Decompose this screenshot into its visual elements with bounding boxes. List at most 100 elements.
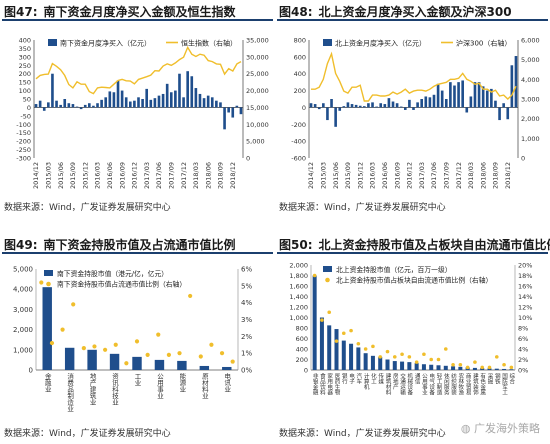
x-tick-label: 2018/06	[204, 162, 212, 189]
bar	[132, 356, 142, 370]
y-tick-label-left: 0	[302, 104, 306, 112]
source-note: 数据来源：Wind，广发证券发展研究中心	[4, 429, 171, 439]
y-tick-label-left: 0	[304, 367, 308, 375]
figure-50: 图50: 北上资金持股市值及占板块自由流通市值比例 0 200 400 600 800 1,…	[275, 222, 550, 444]
bar	[469, 96, 473, 108]
category-label: 原材料业	[200, 373, 208, 400]
scatter-point	[422, 352, 426, 357]
bar	[223, 107, 226, 130]
bar	[199, 365, 210, 370]
y-tick-label-left: 0	[29, 367, 33, 375]
y-tick-label-right: 0	[246, 155, 250, 163]
bar	[385, 359, 390, 370]
y-tick-label-left: 600	[294, 53, 306, 61]
scatter-point	[494, 355, 499, 359]
scatter-point	[327, 310, 332, 315]
figure-48: 图48: 北上资金月度净买入金额及沪深300 -600 -400 -200 0 200 40…	[275, 0, 550, 222]
bar	[494, 368, 499, 370]
y-tick-label-left: 400	[296, 346, 308, 354]
y-tick-label-left: 4,000	[13, 286, 33, 294]
bar	[108, 91, 112, 108]
y-tick-label-right: 10%	[518, 314, 532, 322]
watermark: ◍ 广发海外策略	[461, 420, 540, 436]
scatter-point	[103, 347, 108, 352]
bar	[231, 107, 235, 118]
x-tick-label: 2016/12	[406, 162, 414, 189]
scatter-point	[188, 293, 193, 299]
scatter-point	[356, 341, 361, 346]
bar	[182, 97, 185, 108]
bar	[444, 99, 448, 108]
legend-swatch-scatter	[46, 281, 51, 287]
x-tick-label: 2016/09	[118, 162, 126, 189]
bar	[334, 329, 339, 370]
bar	[88, 103, 91, 108]
bar	[71, 104, 75, 108]
bar	[412, 107, 415, 110]
bar	[506, 107, 510, 120]
x-tick-label: 2014/12	[32, 162, 40, 189]
category-label: 公用事业	[155, 373, 163, 399]
bar	[363, 353, 368, 370]
y-tick-label-left: -400	[291, 138, 306, 146]
bar	[116, 80, 120, 108]
bar	[341, 340, 346, 370]
category-label: 银行	[341, 372, 348, 386]
scatter-point	[92, 344, 97, 349]
x-tick-label: 2015/12	[356, 162, 364, 189]
category-label: 交通运输	[399, 372, 406, 397]
bar	[416, 102, 419, 108]
y-tick-label-left: 1,600	[289, 283, 308, 291]
y-tick-label-left: 800	[294, 37, 306, 45]
x-tick-label: 2016/06	[381, 162, 389, 189]
y-tick-label-right: 1%	[241, 350, 252, 358]
bar	[354, 104, 358, 108]
figure-number: 图47:	[4, 5, 38, 19]
bar	[219, 102, 222, 108]
bar	[161, 93, 165, 108]
bar	[421, 364, 426, 370]
scatter-point	[443, 347, 448, 351]
bar	[510, 65, 514, 108]
x-tick-label: 2016/03	[94, 162, 102, 189]
category-label: 纺织服装	[450, 372, 457, 397]
bar	[109, 353, 120, 370]
scatter-point	[145, 352, 150, 357]
category-label: 休闲服务	[443, 372, 450, 397]
legend-label: 北上资金持股市值（亿元，百万一级）	[336, 265, 452, 274]
bar	[87, 349, 97, 370]
bar	[349, 343, 354, 370]
legend-label: 南下资金持股市值占流通市值比例（右轴）	[57, 280, 186, 289]
bar	[137, 97, 140, 108]
y-tick-label-left: 400	[294, 70, 306, 78]
scatter-point	[363, 347, 368, 351]
y-tick-label-left: -250	[16, 146, 31, 154]
bar	[370, 355, 375, 370]
bar	[83, 104, 87, 108]
bar	[317, 107, 321, 110]
bar	[477, 82, 481, 108]
y-tick-label-right: 0%	[518, 367, 528, 375]
y-tick-label-right: 0	[521, 155, 525, 163]
y-tick-label-left: 200	[296, 356, 308, 364]
bar	[145, 88, 149, 108]
bar	[198, 93, 202, 108]
y-tick-label-left: 2,000	[13, 326, 33, 334]
scatter-point	[60, 327, 65, 332]
scatter-point	[473, 360, 477, 364]
category-label: 食品饮料	[319, 372, 326, 397]
scatter-point	[134, 339, 140, 344]
bar	[120, 90, 124, 108]
category-label: 综合	[508, 372, 515, 386]
bar	[407, 362, 412, 370]
bar	[449, 82, 452, 108]
y-tick-label-right: 2,000	[521, 115, 540, 123]
bar	[461, 80, 464, 108]
bar	[235, 105, 239, 108]
y-tick-label-right: 8%	[518, 325, 528, 333]
y-tick-label-left: 1,000	[289, 314, 308, 322]
legend-swatch-bar	[48, 39, 57, 46]
bar	[514, 56, 518, 108]
title-rule	[277, 19, 548, 21]
category-label: 资讯科技业	[111, 372, 119, 406]
